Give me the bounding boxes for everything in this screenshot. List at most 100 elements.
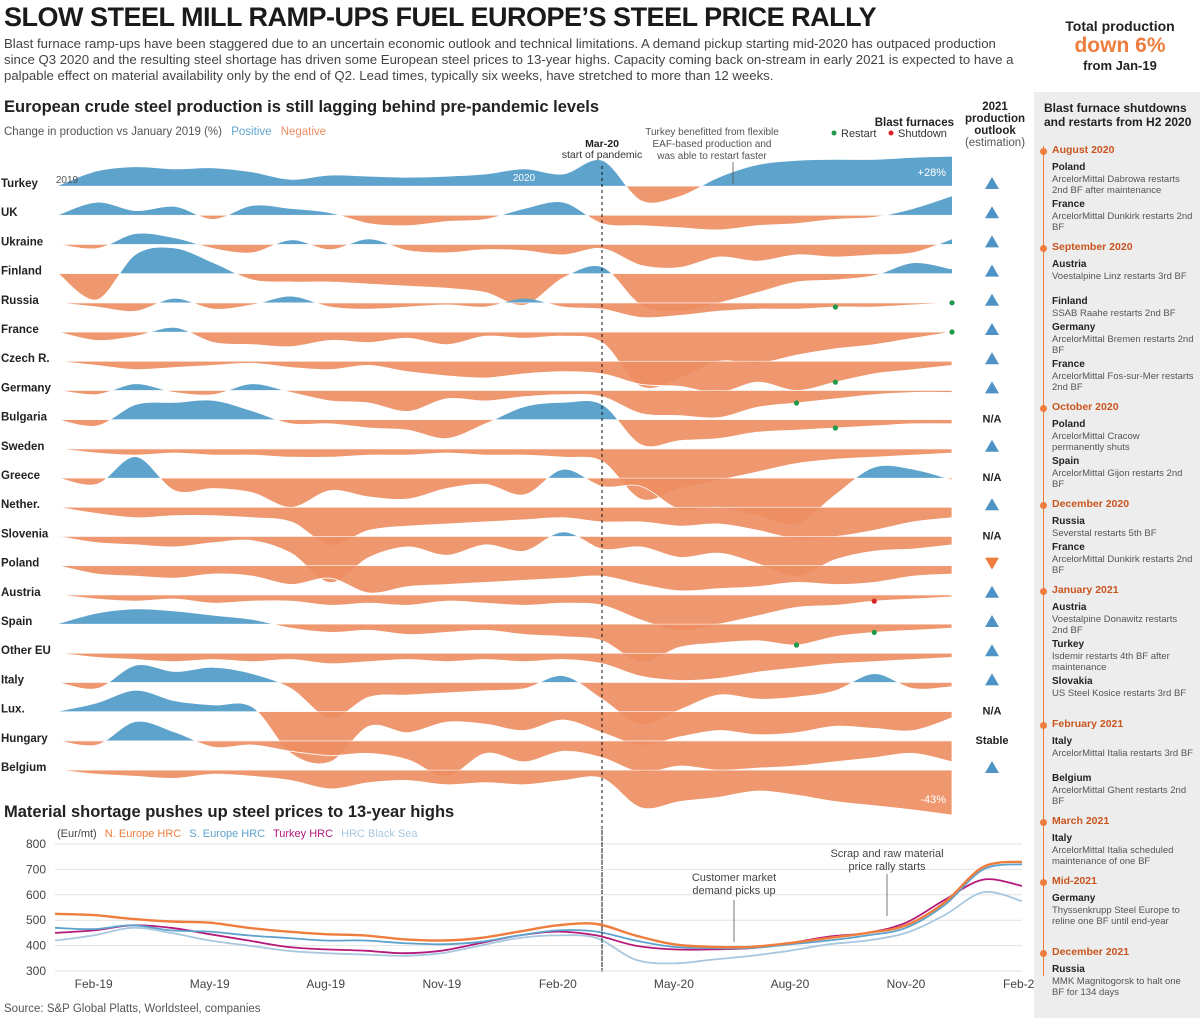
country-label: Nether. <box>1 499 40 511</box>
timeline-dot-icon <box>1040 502 1047 509</box>
country-label: Turkey <box>1 178 38 190</box>
sidebar-country: Spain <box>1052 456 1080 467</box>
bf-legend-title: Blast furnaces <box>875 117 954 129</box>
ridge-series <box>57 690 953 765</box>
bf-restart-dot <box>793 400 800 406</box>
outlook-title: 2021 production outlook <box>964 101 1026 137</box>
sidebar-event-text: ArcelorMittal Gijon restarts 2nd BF <box>1052 468 1183 490</box>
sidebar-country: France <box>1052 542 1085 553</box>
sidebar-event-text: Thyssenkrupp Steel Europe to reline one … <box>1052 905 1180 927</box>
ridge-series <box>57 721 953 777</box>
sidebar-event-text: ArcelorMittal Cracow permanently shuts <box>1052 431 1140 453</box>
ridge-series <box>57 196 953 231</box>
ridge-negative-area <box>57 390 953 419</box>
ridge-negative-area <box>57 244 953 269</box>
country-label: Austria <box>1 587 41 599</box>
bf-restart-dot <box>832 304 838 310</box>
total-value: down 6% <box>1074 34 1166 57</box>
ridge-negative-area <box>57 682 953 725</box>
price-chart: 300 400 500 600 700 800 Feb-19 May-19 Aug-19 Nov-… <box>26 830 1034 991</box>
legend-s-europe-hrc: S. Europe HRC <box>189 828 266 840</box>
country-label: Bulgaria <box>1 412 48 424</box>
bf-legend-restart: Restart <box>841 128 876 140</box>
ann1-line2: demand picks up <box>692 885 775 897</box>
sidebar-event-text: ArcelorMittal Dabrowa restarts 2nd BF af… <box>1052 174 1180 196</box>
country-label: Lux. <box>1 704 25 716</box>
country-label: Poland <box>1 558 39 570</box>
timeline-dot-icon <box>1040 879 1047 886</box>
ridge-positive-area <box>58 233 952 245</box>
ridge-series <box>57 448 953 501</box>
ann2-line1: Scrap and raw material <box>830 848 943 860</box>
ridge-series <box>57 652 953 681</box>
country-label: Spain <box>1 616 32 628</box>
sidebar-event-text: MMK Magnitogorsk to halt one BF for 134 … <box>1052 976 1181 998</box>
section2-title: Material shortage pushes up steel prices… <box>4 803 455 821</box>
sidebar-month: December 2021 <box>1052 946 1130 958</box>
turkey-end-label: +28% <box>918 167 947 179</box>
timeline-dot-icon <box>1040 245 1047 252</box>
sidebar-country: Russia <box>1052 516 1085 527</box>
ridge-series <box>57 360 953 394</box>
bf-legend-shutdown-dot <box>888 130 894 136</box>
ridge-positive-area <box>58 609 952 624</box>
ridge-series <box>58 156 953 204</box>
sidebar-country: Italy <box>1052 833 1073 844</box>
country-label: Hungary <box>1 733 48 745</box>
outlook-up-icon <box>985 381 999 394</box>
price-xtick: May-19 <box>190 977 230 991</box>
price-grid <box>55 843 1022 972</box>
ridge-negative-area <box>57 448 953 501</box>
legend-turkey-hrc: Turkey HRC <box>272 828 334 840</box>
outlook-text: N/A <box>983 530 1002 542</box>
outlook-up-icon <box>985 206 999 219</box>
outlook-text: N/A <box>983 706 1002 718</box>
ridge-positive-area <box>58 400 952 420</box>
ridge-negative-area <box>57 565 953 594</box>
legend-n-europe-hrc: N. Europe HRC <box>104 828 182 840</box>
sidebar-country: Germany <box>1052 322 1096 333</box>
sidebar-month: September 2020 <box>1052 241 1133 253</box>
ridge-positive-area <box>551 532 578 537</box>
ann1-line1: Customer market <box>692 872 776 884</box>
sidebar-event-text: ArcelorMittal Dunkirk restarts 2nd BF <box>1052 554 1193 576</box>
country-label: Finland <box>1 266 42 278</box>
price-ytick: 700 <box>26 862 46 876</box>
ridge-series <box>57 233 953 269</box>
sidebar-country: France <box>1052 199 1085 210</box>
sidebar-month: March 2021 <box>1052 815 1110 827</box>
outlook-text: N/A <box>983 414 1002 426</box>
outlook-up-icon <box>985 264 999 277</box>
outlook-up-icon <box>985 644 999 657</box>
ridge-positive-area <box>58 156 952 186</box>
mar20-label: Mar-20 <box>585 138 619 150</box>
sidebar-country: Poland <box>1052 162 1086 173</box>
ridge-negative-area <box>57 711 953 765</box>
sidebar-month: January 2021 <box>1052 584 1119 596</box>
price-series-line <box>54 860 1023 949</box>
sidebar-event-text: US Steel Kosice restarts 3rd BF <box>1052 688 1187 699</box>
ridge-series <box>57 594 953 631</box>
turkey-note-1: Turkey benefitted from flexible <box>645 127 779 138</box>
country-label: Czech R. <box>1 353 50 365</box>
ridge-series <box>57 565 953 594</box>
country-label: Germany <box>1 382 51 394</box>
outlook-up-icon <box>985 323 999 335</box>
sidebar-title: Blast furnace shutdowns and restarts fro… <box>1044 101 1192 129</box>
timeline-dot-icon <box>1040 148 1047 155</box>
sidebar-panel <box>1034 92 1200 1018</box>
country-label: Russia <box>1 295 39 307</box>
outlook-text: Stable <box>975 735 1008 747</box>
ridge-positive-area <box>58 296 952 303</box>
outlook-up-icon <box>985 673 999 686</box>
legend-hrc-black-sea: HRC Black Sea <box>341 828 418 840</box>
outlook-up-icon <box>985 498 999 511</box>
year-2020-label: 2020 <box>513 173 536 184</box>
total-label: Total production <box>1065 18 1175 34</box>
outlook-up-icon <box>985 615 999 627</box>
price-ytick: 300 <box>26 964 46 978</box>
outlook-header: 2021 production outlook (estimation) <box>956 101 1034 149</box>
price-xtick: May-20 <box>654 977 694 991</box>
timeline-dot-icon <box>1040 588 1047 595</box>
sidebar-timeline <box>1043 146 1044 976</box>
